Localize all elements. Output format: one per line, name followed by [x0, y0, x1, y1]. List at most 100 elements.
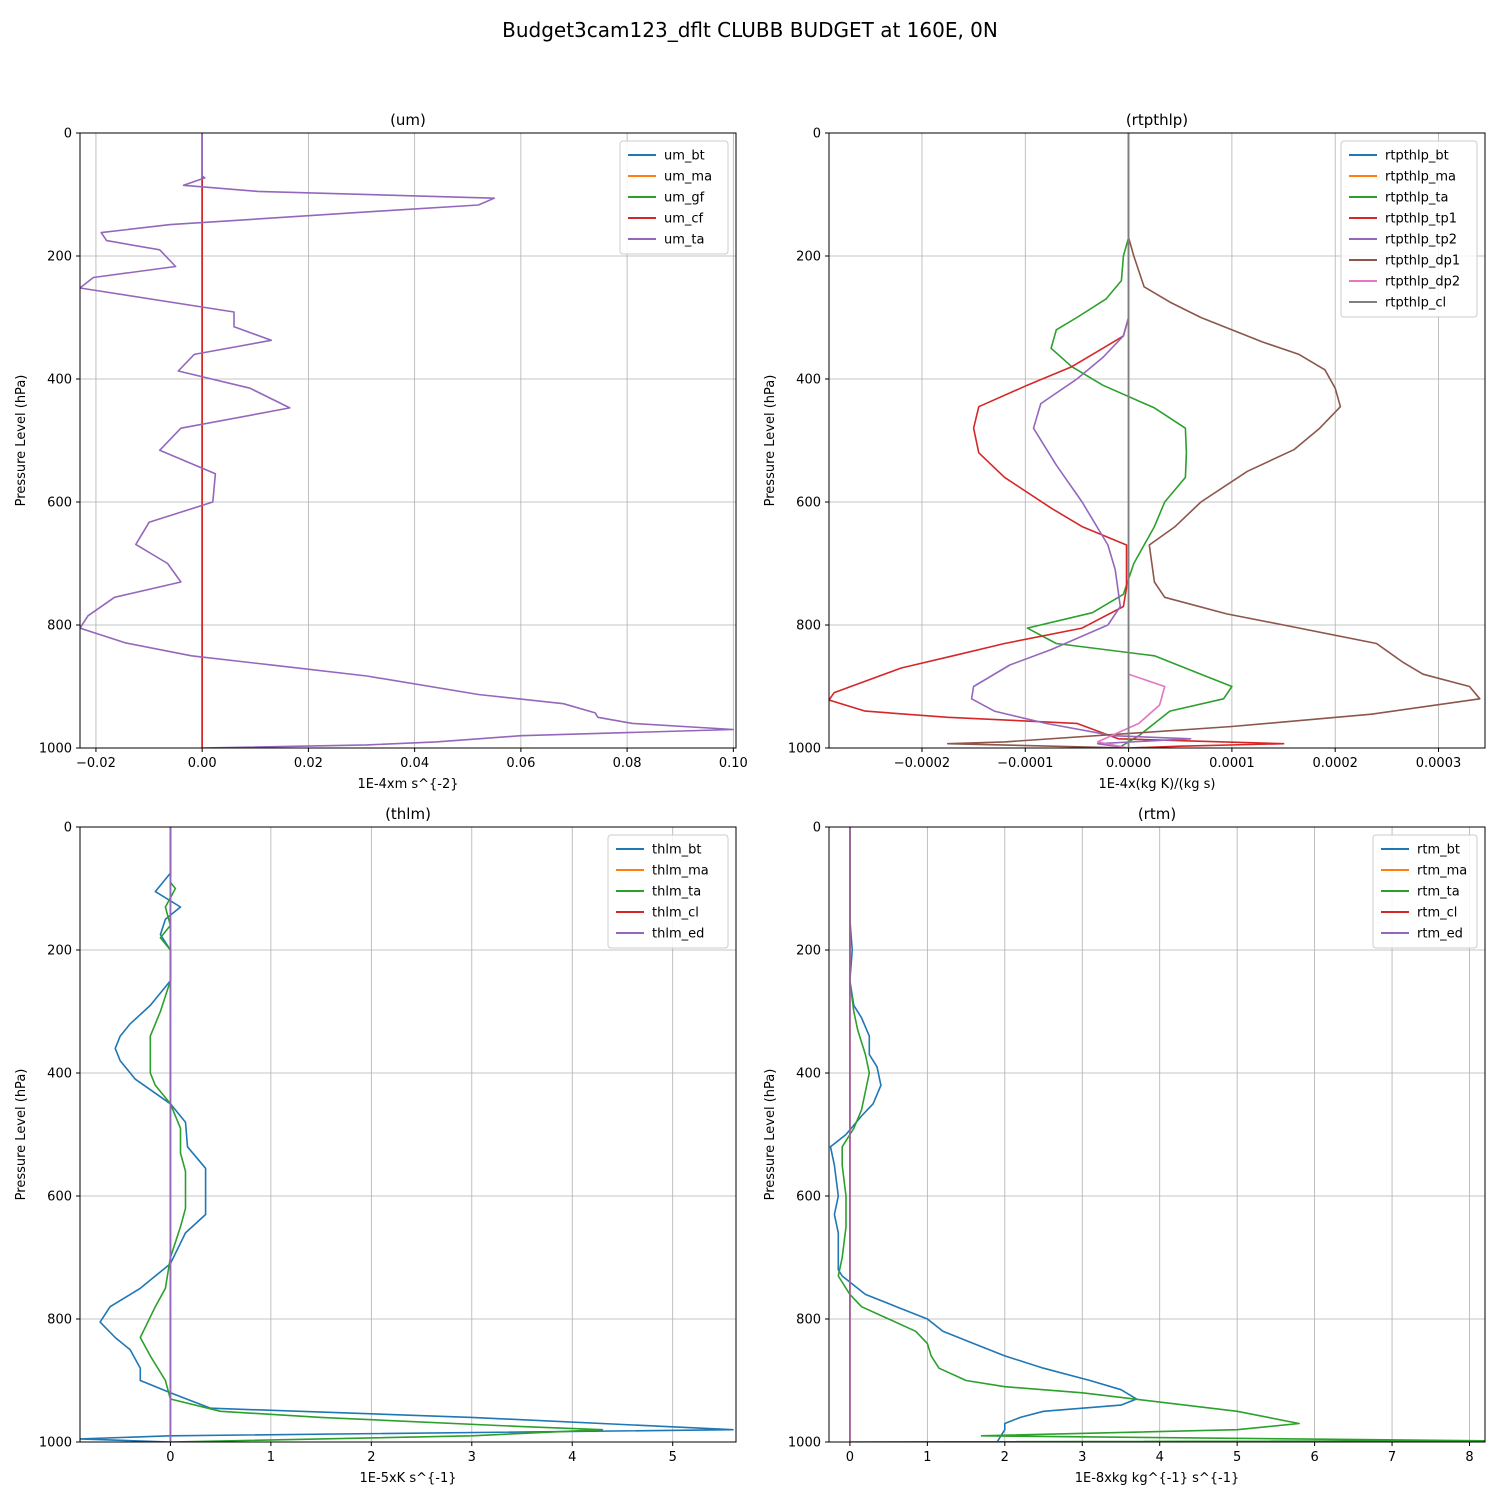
- axes-frame: [828, 826, 1486, 1443]
- x-tick-label: 0.04: [400, 756, 429, 771]
- panel-title: (um): [390, 111, 426, 129]
- panel-rtpthlp: −0.0002 −0.0001 0.0000 0.0001 0.0002 0.0003 0 2…: [763, 111, 1486, 792]
- x-tick-label: 1: [267, 1450, 275, 1465]
- legend-label: thlm_ta: [652, 885, 701, 900]
- y-tick-label: 800: [47, 619, 72, 634]
- legend-label: thlm_ed: [652, 927, 704, 942]
- panel-rtm: 0 1 2 3 4 5 6 7 8 0 200 400 600 800 1000 (rtm) 1E-8xkg k…: [763, 805, 1486, 1486]
- x-axis-label: 1E-4xm s^{-2}: [357, 777, 458, 792]
- x-tick-label: 3: [1078, 1450, 1086, 1465]
- x-tick-label: 2: [1001, 1450, 1009, 1465]
- y-tick-label: 1000: [39, 742, 72, 757]
- axes-frame: [79, 132, 737, 749]
- legend: um_bt um_ma um_gf um_cf um_ta: [619, 140, 729, 255]
- legend-label: rtpthlp_ta: [1385, 191, 1448, 206]
- y-tick-label: 400: [796, 373, 821, 388]
- x-tick-label: 0.10: [719, 756, 748, 771]
- y-tick-label: 400: [796, 1067, 821, 1082]
- legend-box: [1340, 140, 1478, 318]
- series-line-thlm-ta: [139, 827, 604, 1442]
- x-tick-label: 0.02: [294, 756, 323, 771]
- y-tick-label: 800: [796, 1313, 821, 1328]
- legend-label: thlm_ma: [652, 864, 709, 879]
- legend-label: rtpthlp_ma: [1385, 170, 1456, 185]
- legend-label: um_gf: [664, 191, 705, 206]
- x-tick-label: 7: [1388, 1450, 1396, 1465]
- y-tick-label: 1000: [788, 1436, 821, 1451]
- x-tick-label: 4: [1156, 1450, 1164, 1465]
- series-line-rtpthlp-ta: [1026, 133, 1233, 748]
- y-tick-label: 1000: [39, 1436, 72, 1451]
- panel-thlm: 0 1 2 3 4 5 0 200 400 600 800 1000 (thlm) 1E-5xK s^{-…: [14, 805, 737, 1486]
- panel-title: (rtm): [1138, 805, 1176, 823]
- x-tick-label: −0.02: [76, 756, 116, 771]
- x-tick-label: 3: [468, 1450, 476, 1465]
- legend-label: um_ma: [664, 170, 712, 185]
- y-axis-label: Pressure Level (hPa): [14, 375, 29, 507]
- x-tick-label: 0: [846, 1450, 854, 1465]
- y-tick-label: 800: [796, 619, 821, 634]
- x-tick-label: 0.06: [506, 756, 535, 771]
- x-axis-label: 1E-4x(kg K)/(kg s): [1099, 777, 1216, 792]
- y-tick-label: 600: [47, 496, 72, 511]
- legend-label: rtm_bt: [1417, 843, 1460, 858]
- legend-label: rtm_cl: [1417, 906, 1457, 921]
- axes-frame: [828, 132, 1486, 749]
- legend-label: um_bt: [664, 149, 705, 164]
- y-tick-label: 600: [796, 1190, 821, 1205]
- x-axis-label: 1E-5xK s^{-1}: [360, 1471, 457, 1486]
- series-line-rtpthlp-tp1: [829, 133, 1285, 748]
- x-tick-label: 0.0002: [1312, 756, 1358, 771]
- x-tick-label: 5: [1233, 1450, 1241, 1465]
- legend-label: thlm_bt: [652, 843, 701, 858]
- x-tick-label: 6: [1310, 1450, 1318, 1465]
- legend-label: rtpthlp_tp2: [1385, 233, 1457, 248]
- legend: rtpthlp_bt rtpthlp_ma rtpthlp_ta rtpthlp_tp…: [1340, 140, 1478, 318]
- y-tick-label: 0: [813, 127, 821, 142]
- y-axis-label: Pressure Level (hPa): [14, 1069, 29, 1201]
- y-tick-label: 0: [64, 127, 72, 142]
- legend-label: rtpthlp_tp1: [1385, 212, 1457, 227]
- legend-label: rtm_ed: [1417, 927, 1463, 942]
- panel-title: (rtpthlp): [1126, 111, 1188, 129]
- y-tick-label: 400: [47, 1067, 72, 1082]
- x-tick-label: 0.0000: [1106, 756, 1152, 771]
- panel-title: (thlm): [385, 805, 431, 823]
- x-tick-label: 1: [923, 1450, 931, 1465]
- series-line-um-ta: [80, 133, 735, 748]
- x-axis-label: 1E-8xkg kg^{-1} s^{-1}: [1075, 1471, 1240, 1486]
- legend-label: rtm_ma: [1417, 864, 1467, 879]
- y-tick-label: 0: [813, 821, 821, 836]
- legend-label: rtpthlp_dp2: [1385, 275, 1460, 290]
- legend: thlm_bt thlm_ma thlm_ta thlm_cl thlm_ed: [607, 834, 729, 949]
- legend-label: um_cf: [664, 212, 704, 227]
- x-tick-label: 0.00: [188, 756, 217, 771]
- x-tick-label: 0.0001: [1209, 756, 1255, 771]
- legend-box: [619, 140, 729, 255]
- x-tick-label: −0.0002: [894, 756, 950, 771]
- y-tick-label: 1000: [788, 742, 821, 757]
- x-tick-label: −0.0001: [997, 756, 1053, 771]
- x-tick-label: 0.08: [613, 756, 642, 771]
- y-tick-label: 200: [47, 250, 72, 265]
- x-tick-label: 2: [367, 1450, 375, 1465]
- legend-label: thlm_cl: [652, 906, 699, 921]
- y-tick-label: 0: [64, 821, 72, 836]
- series-line-rtpthlp-tp2: [970, 133, 1192, 748]
- series-line-rtm-ta: [837, 827, 1485, 1442]
- panel-um: −0.02 0.00 0.02 0.04 0.06 0.08 0.10 0 200 400 600 8…: [14, 111, 748, 792]
- y-tick-label: 400: [47, 373, 72, 388]
- legend-box: [607, 834, 729, 949]
- y-axis-label: Pressure Level (hPa): [763, 1069, 778, 1201]
- y-tick-label: 600: [47, 1190, 72, 1205]
- legend-box: [1372, 834, 1478, 949]
- y-axis-label: Pressure Level (hPa): [763, 375, 778, 507]
- figure-title: Budget3cam123_dflt CLUBB BUDGET at 160E,…: [502, 18, 998, 42]
- y-tick-label: 200: [47, 944, 72, 959]
- x-tick-label: 4: [568, 1450, 576, 1465]
- legend: rtm_bt rtm_ma rtm_ta rtm_cl rtm_ed: [1372, 834, 1478, 949]
- legend-label: um_ta: [664, 233, 704, 248]
- x-tick-label: 0: [166, 1450, 174, 1465]
- series-line-rtm-bt: [829, 827, 1138, 1442]
